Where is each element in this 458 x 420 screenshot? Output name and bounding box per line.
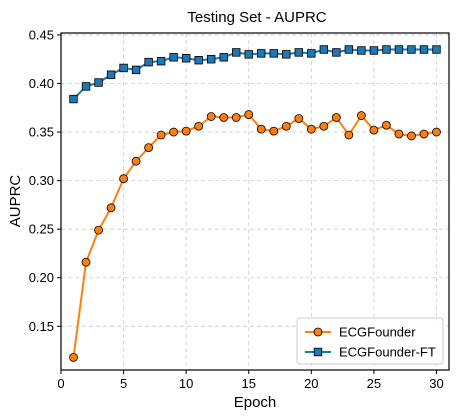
data-point-ecgfounder-ft xyxy=(319,45,329,54)
data-point-ecgfounder xyxy=(344,130,354,140)
data-point-ecgfounder-ft xyxy=(169,53,178,62)
data-point-ecgfounder-ft xyxy=(181,54,191,63)
data-point-ecgfounder xyxy=(231,113,241,122)
y-tick-label: 0.35 xyxy=(29,125,54,140)
data-point-ecgfounder xyxy=(131,156,141,166)
y-tick-label: 0.40 xyxy=(29,76,54,91)
data-point-ecgfounder-ft xyxy=(357,46,366,55)
data-point-ecgfounder xyxy=(407,131,416,141)
x-tick-label: 10 xyxy=(179,376,193,391)
data-point-ecgfounder xyxy=(156,130,166,140)
data-point-ecgfounder-ft xyxy=(144,57,153,67)
data-point-ecgfounder-ft xyxy=(156,56,166,66)
data-point-ecgfounder-ft xyxy=(369,46,379,55)
data-point-ecgfounder xyxy=(394,129,404,139)
data-point-ecgfounder xyxy=(281,121,291,131)
x-axis-label: Epoch xyxy=(234,394,277,411)
legend-label-ecgfounder: ECGFounder xyxy=(339,325,416,340)
plot-frame xyxy=(60,32,450,371)
y-tick-label: 0.25 xyxy=(29,222,54,237)
data-point-ecgfounder xyxy=(432,127,441,137)
x-tick-label: 15 xyxy=(242,376,256,391)
y-tick-label: 0.15 xyxy=(29,319,54,334)
data-point-ecgfounder-ft xyxy=(244,50,253,59)
x-tick-label: 20 xyxy=(304,376,318,391)
data-point-ecgfounder-ft xyxy=(269,49,278,58)
data-point-ecgfounder-ft xyxy=(131,65,141,75)
data-point-ecgfounder xyxy=(106,203,116,213)
series-line-ecgfounder-ft xyxy=(72,48,437,100)
legend: ECGFounder ECGFounder-FT xyxy=(296,317,444,365)
x-tick-label: 30 xyxy=(429,376,443,391)
data-point-ecgfounder xyxy=(419,129,429,139)
data-point-ecgfounder xyxy=(181,126,191,136)
data-point-ecgfounder xyxy=(256,124,266,134)
data-point-ecgfounder-ft xyxy=(94,78,103,87)
legend-label-ecgfounder-ft: ECGFounder-FT xyxy=(339,345,436,360)
data-point-ecgfounder-ft xyxy=(382,45,391,54)
data-point-ecgfounder xyxy=(306,124,316,134)
data-point-ecgfounder-ft xyxy=(257,49,266,58)
data-point-ecgfounder-ft xyxy=(332,48,341,57)
data-point-ecgfounder-ft xyxy=(206,55,216,64)
data-point-ecgfounder xyxy=(219,113,229,122)
data-point-ecgfounder xyxy=(144,143,154,152)
data-point-ecgfounder xyxy=(206,112,216,121)
data-point-ecgfounder-ft xyxy=(394,45,404,54)
data-point-ecgfounder xyxy=(94,225,103,235)
data-point-ecgfounder-ft xyxy=(81,82,91,91)
data-point-ecgfounder xyxy=(119,174,128,184)
data-point-ecgfounder xyxy=(331,113,341,122)
data-point-ecgfounder xyxy=(369,125,379,135)
x-tick-label: 25 xyxy=(367,376,381,391)
data-point-ecgfounder xyxy=(269,126,279,136)
data-point-ecgfounder-ft xyxy=(282,50,291,59)
y-axis-label: AUPRC xyxy=(7,175,24,228)
data-point-ecgfounder xyxy=(169,127,179,137)
data-point-ecgfounder xyxy=(81,257,91,267)
x-tick-label: 0 xyxy=(57,376,64,391)
data-point-ecgfounder-ft xyxy=(194,55,203,65)
data-point-ecgfounder-ft xyxy=(294,48,304,57)
y-tick-label: 0.45 xyxy=(29,27,54,42)
data-point-ecgfounder xyxy=(382,120,391,130)
data-point-ecgfounder-ft xyxy=(232,48,241,57)
axis-ticks: 0 5 10 15 20 25 30 0.15 0.20 0.25 0.30 0.35 0.40 0.45 xyxy=(29,27,444,391)
data-point-ecgfounder-ft xyxy=(419,45,429,54)
data-point-ecgfounder-ft xyxy=(219,53,228,62)
y-tick-label: 0.30 xyxy=(29,173,54,188)
data-point-ecgfounder xyxy=(244,110,254,119)
legend-marker-ecgfounder-ft xyxy=(313,347,323,357)
legend-marker-ecgfounder xyxy=(313,327,323,337)
chart-title: Testing Set - AUPRC xyxy=(187,9,326,26)
grid xyxy=(60,33,449,370)
data-point-ecgfounder-ft xyxy=(344,45,354,54)
data-point-ecgfounder xyxy=(356,111,366,120)
y-tick-label: 0.20 xyxy=(29,270,54,285)
data-point-ecgfounder xyxy=(194,121,204,131)
series-lines xyxy=(72,48,437,358)
data-point-ecgfounder xyxy=(294,114,304,123)
data-point-ecgfounder-ft xyxy=(119,63,128,73)
data-point-ecgfounder-ft xyxy=(407,45,416,54)
series-markers xyxy=(69,45,441,362)
legend-box xyxy=(296,317,444,365)
data-point-ecgfounder xyxy=(319,121,329,131)
data-point-ecgfounder-ft xyxy=(307,49,316,58)
data-point-ecgfounder-ft xyxy=(432,45,441,54)
data-point-ecgfounder-ft xyxy=(106,70,116,79)
x-tick-label: 5 xyxy=(120,376,127,391)
data-point-ecgfounder-ft xyxy=(69,94,78,104)
data-point-ecgfounder xyxy=(69,352,78,362)
